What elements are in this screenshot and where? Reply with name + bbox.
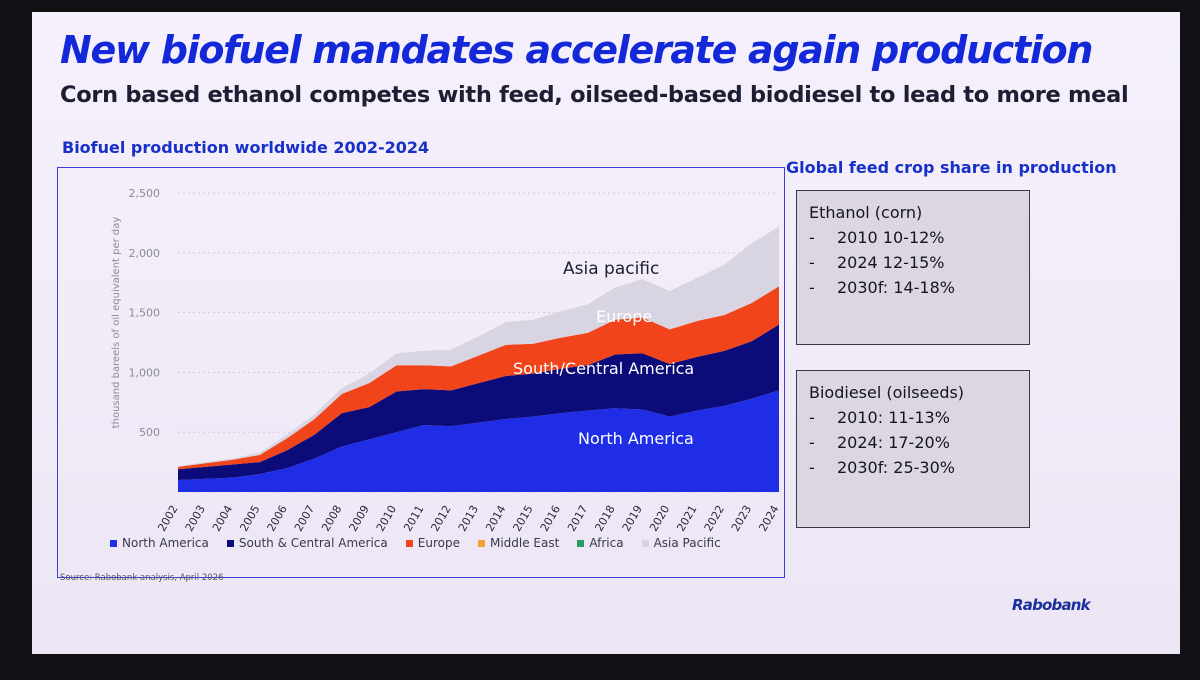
- side-panel-title: Global feed crop share in production: [786, 158, 1117, 177]
- area-series-south-central-america: [178, 324, 779, 481]
- biodiesel-box: Biodiesel (oilseeds) - 2010: 11-13% - 20…: [796, 370, 1030, 528]
- legend-label: Africa: [589, 536, 624, 550]
- legend-label: Asia Pacific: [653, 536, 721, 550]
- bullet-dash: -: [809, 433, 815, 452]
- y-axis-label: thousand bareels of oil equivalent per d…: [111, 217, 122, 429]
- x-tick-label: 2004: [210, 503, 235, 534]
- legend-item: Europe: [405, 536, 460, 550]
- chart-frame: [57, 167, 785, 578]
- y-tick-label: 500: [139, 426, 160, 439]
- x-tick-label: 2008: [319, 503, 344, 534]
- legend-swatch: [110, 539, 117, 547]
- ethanol-item: - 2030f: 14-18%: [809, 278, 1019, 297]
- x-tick-label: 2009: [347, 503, 372, 534]
- area-label: South/Central America: [513, 359, 694, 378]
- y-tick-label: 1,000: [129, 366, 161, 379]
- legend-item: Africa: [577, 536, 624, 550]
- legend-item: North America: [110, 536, 209, 550]
- y-tick-label: 2,500: [129, 187, 161, 200]
- ethanol-item-text: 2030f: 14-18%: [837, 278, 955, 297]
- area-label: Asia pacific: [563, 259, 659, 279]
- x-tick-label: 2017: [565, 503, 590, 534]
- legend-label: North America: [122, 536, 209, 550]
- legend-label: Middle East: [489, 536, 560, 550]
- slide-subtitle: Corn based ethanol competes with feed, o…: [60, 82, 1129, 108]
- chart-legend: North America South & Central America Euro…: [110, 536, 721, 550]
- biodiesel-item: - 2024: 17-20%: [809, 433, 1019, 452]
- ethanol-heading: Ethanol (corn): [809, 203, 923, 222]
- legend-swatch: [577, 539, 585, 547]
- ethanol-item-text: 2010 10-12%: [837, 228, 945, 247]
- x-tick-label: 2021: [674, 503, 699, 534]
- x-tick-label: 2020: [647, 503, 672, 534]
- x-tick-label: 2024: [756, 503, 781, 534]
- legend-item: Asia Pacific: [641, 536, 721, 550]
- biodiesel-item-text: 2030f: 25-30%: [837, 458, 955, 477]
- chart-title: Biofuel production worldwide 2002-2024: [62, 138, 430, 157]
- legend-swatch: [405, 539, 413, 547]
- area-label: North America: [578, 429, 694, 448]
- area-series-europe: [178, 286, 779, 470]
- bullet-dash: -: [809, 458, 815, 477]
- y-tick-label: 1,500: [129, 307, 161, 320]
- legend-swatch: [477, 539, 485, 547]
- biodiesel-heading: Biodiesel (oilseeds): [809, 383, 965, 402]
- bullet-dash: -: [809, 408, 815, 427]
- x-tick-label: 2014: [483, 503, 508, 534]
- x-tick-label: 2022: [702, 503, 727, 534]
- area-series-north-america: [178, 390, 779, 492]
- legend-label: Europe: [417, 536, 460, 550]
- x-tick-label: 2015: [510, 503, 535, 534]
- bullet-dash: -: [809, 253, 815, 272]
- bullet-dash: -: [809, 228, 815, 247]
- legend-item: Middle East: [477, 536, 560, 550]
- ethanol-item-text: 2024 12-15%: [837, 253, 945, 272]
- ethanol-item: - 2024 12-15%: [809, 253, 1019, 272]
- x-tick-label: 2023: [729, 503, 754, 534]
- rabobank-logo: Rabobank: [1012, 596, 1091, 614]
- x-tick-label: 2010: [374, 503, 399, 534]
- x-tick-label: 2005: [237, 503, 262, 534]
- x-tick-label: 2012: [429, 503, 454, 534]
- biodiesel-item-text: 2024: 17-20%: [837, 433, 950, 452]
- x-tick-label: 2019: [620, 503, 645, 534]
- x-tick-label: 2006: [265, 503, 290, 534]
- x-tick-label: 2013: [456, 503, 481, 534]
- legend-swatch: [226, 539, 234, 547]
- slide-title: New biofuel mandates accelerate again pr…: [60, 28, 1093, 72]
- biodiesel-item: - 2030f: 25-30%: [809, 458, 1019, 477]
- biodiesel-item-text: 2010: 11-13%: [837, 408, 950, 427]
- x-tick-label: 2016: [538, 503, 563, 534]
- bullet-dash: -: [809, 278, 815, 297]
- x-tick-label: 2003: [183, 503, 208, 534]
- legend-label: South & Central America: [238, 536, 388, 550]
- x-tick-label: 2002: [155, 503, 180, 534]
- legend-item: South & Central America: [226, 536, 388, 550]
- ethanol-box: Ethanol (corn) - 2010 10-12% - 2024 12-1…: [796, 190, 1030, 345]
- ethanol-item: - 2010 10-12%: [809, 228, 1019, 247]
- y-tick-label: 2,000: [129, 247, 161, 260]
- biodiesel-item: - 2010: 11-13%: [809, 408, 1019, 427]
- source-note: Source: Rabobank analysis, April 2026: [60, 573, 224, 583]
- area-label: Europe: [596, 307, 652, 326]
- legend-swatch: [641, 539, 649, 547]
- area-series-asia-pacific: [178, 226, 779, 467]
- x-tick-label: 2007: [292, 503, 317, 534]
- x-tick-label: 2018: [592, 503, 617, 534]
- x-tick-label: 2011: [401, 503, 426, 534]
